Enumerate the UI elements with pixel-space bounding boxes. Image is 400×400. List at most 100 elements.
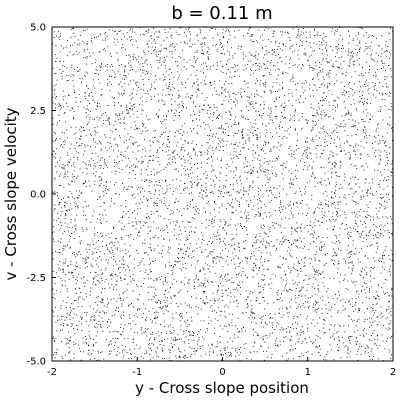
scatter-point — [195, 205, 197, 207]
scatter-point — [372, 355, 374, 357]
scatter-point — [55, 153, 57, 155]
scatter-point — [368, 87, 370, 89]
scatter-point — [149, 145, 151, 147]
scatter-point — [272, 86, 274, 88]
scatter-point — [227, 191, 229, 193]
scatter-point — [180, 325, 182, 327]
scatter-point — [237, 157, 239, 159]
scatter-point — [193, 231, 195, 233]
scatter-point — [306, 122, 308, 124]
scatter-point — [266, 252, 268, 254]
scatter-point — [193, 279, 195, 281]
scatter-point — [354, 212, 356, 214]
scatter-point — [206, 297, 208, 299]
scatter-point — [336, 66, 338, 68]
scatter-point — [282, 72, 284, 74]
scatter-point — [268, 142, 269, 144]
scatter-point — [364, 350, 366, 352]
scatter-point — [235, 289, 236, 291]
scatter-point — [254, 216, 256, 218]
scatter-point — [246, 234, 248, 236]
scatter-point — [353, 60, 355, 62]
scatter-point — [292, 179, 294, 181]
scatter-point — [377, 127, 379, 129]
scatter-point — [89, 305, 91, 307]
scatter-point — [252, 150, 254, 151]
scatter-point — [356, 54, 358, 56]
scatter-point — [69, 247, 71, 249]
scatter-point — [156, 203, 158, 204]
scatter-point — [324, 180, 326, 181]
scatter-point — [81, 317, 83, 319]
scatter-point — [368, 235, 370, 237]
scatter-point — [346, 356, 348, 358]
scatter-point — [252, 41, 254, 42]
scatter-point — [75, 283, 77, 284]
scatter-point — [379, 225, 380, 227]
scatter-point — [276, 197, 278, 199]
scatter-point — [250, 290, 251, 292]
scatter-point — [99, 82, 101, 84]
scatter-point — [370, 57, 372, 59]
scatter-point — [92, 266, 94, 268]
scatter-point — [311, 195, 313, 196]
scatter-point — [249, 102, 251, 104]
scatter-point — [302, 287, 304, 289]
scatter-point — [312, 79, 313, 80]
scatter-point — [110, 247, 112, 249]
scatter-point — [102, 123, 104, 125]
scatter-point — [172, 156, 174, 158]
scatter-point — [109, 275, 111, 277]
scatter-point — [195, 243, 197, 245]
scatter-point — [240, 154, 242, 155]
scatter-point — [174, 162, 176, 164]
scatter-point — [215, 262, 217, 264]
scatter-point — [132, 59, 134, 60]
scatter-point — [211, 218, 213, 220]
scatter-point — [90, 271, 92, 273]
scatter-point — [371, 178, 373, 180]
scatter-point — [150, 211, 152, 212]
scatter-point — [272, 194, 274, 196]
scatter-point — [385, 50, 387, 52]
scatter-point — [347, 348, 349, 350]
scatter-point — [101, 63, 103, 65]
scatter-point — [55, 35, 57, 37]
scatter-point — [147, 274, 149, 275]
scatter-point — [97, 161, 99, 163]
scatter-point — [260, 261, 262, 263]
scatter-point — [109, 287, 111, 289]
scatter-point — [331, 176, 333, 178]
scatter-point — [368, 326, 370, 328]
scatter-point — [174, 100, 176, 102]
scatter-point — [94, 184, 96, 185]
scatter-point — [93, 339, 94, 340]
scatter-point — [77, 205, 79, 207]
scatter-point — [332, 212, 334, 214]
scatter-point — [281, 264, 283, 266]
scatter-point — [318, 79, 320, 81]
scatter-point — [323, 327, 325, 329]
scatter-point — [330, 46, 331, 47]
scatter-point — [164, 67, 166, 69]
scatter-point — [352, 282, 354, 284]
scatter-point — [373, 343, 375, 345]
scatter-point — [200, 70, 202, 72]
scatter-point — [249, 60, 251, 62]
scatter-point — [161, 134, 163, 136]
scatter-point — [257, 128, 259, 130]
scatter-point — [135, 165, 137, 167]
scatter-point — [82, 228, 84, 230]
scatter-point — [336, 51, 338, 53]
scatter-point — [378, 321, 380, 323]
scatter-point — [217, 299, 219, 301]
scatter-point — [99, 196, 101, 198]
scatter-point — [290, 344, 292, 346]
scatter-point — [199, 111, 201, 113]
scatter-point — [247, 165, 248, 167]
scatter-point — [198, 192, 200, 194]
scatter-point — [336, 332, 338, 334]
scatter-point — [187, 325, 189, 327]
scatter-point — [377, 124, 379, 126]
scatter-point — [309, 336, 311, 338]
